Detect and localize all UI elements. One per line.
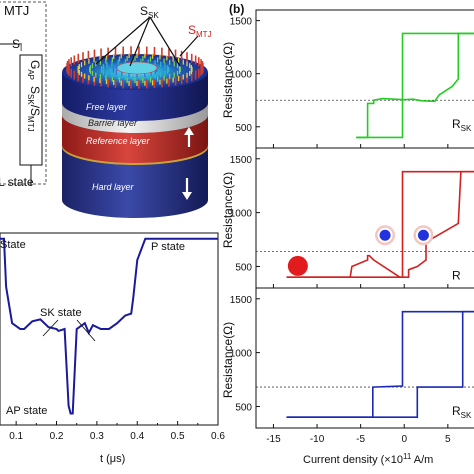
current-x-tick-label: -5 xyxy=(356,434,365,445)
hard-layer-label: Hard layer xyxy=(92,182,135,192)
skyrmion-marker-core xyxy=(417,229,429,241)
time-x-tick-label: 0.2 xyxy=(50,431,64,442)
skyrmion-branch-y-tick-label: 1500 xyxy=(230,17,253,28)
current-x-tick-label: 5 xyxy=(445,434,451,445)
skyrmion-branch-y-tick-label: 500 xyxy=(235,123,252,134)
time-x-tick-label: 0.6 xyxy=(211,431,225,442)
mtj-branch-r-label: R xyxy=(452,268,461,282)
time-plot-frame xyxy=(0,232,219,426)
svg-text:GAPSSK/SMTJ: GAPSSK/SMTJ xyxy=(26,60,42,132)
hard-layer-body xyxy=(62,147,208,218)
mtj-stack-illustration: SSK SMTJ Free layer Barrier layer Refere… xyxy=(62,4,212,218)
time-trace-chart: 0.1 0.2 0.3 0.4 0.5 0.6 State P state SK stat… xyxy=(0,232,225,465)
pointer-line xyxy=(129,16,151,67)
pointer-line xyxy=(95,16,151,65)
sk-mtj-branch-frame xyxy=(255,287,474,429)
sk-mtj-branch-series-0 xyxy=(286,310,474,418)
sk-state-label: SK state xyxy=(40,307,82,319)
time-x-tick-label: 0.1 xyxy=(9,431,23,442)
hard-arrow-icon xyxy=(182,178,192,200)
reference-arrow-icon xyxy=(184,127,194,147)
sk-mtj-branch-y-tick-label: 1500 xyxy=(230,295,253,306)
mtj-branch-y-tick-label: 1500 xyxy=(230,155,253,166)
skyrmion-branch-series-0 xyxy=(356,32,474,139)
mtj-branch-chart: 500 1000 1500 R xyxy=(230,147,474,289)
s-label: SI xyxy=(12,37,22,53)
time-x-ticks: 0.1 0.2 0.3 0.4 0.5 0.6 xyxy=(9,421,225,442)
skyrmion-branch-frame xyxy=(255,9,474,149)
sk-mtj-branch-y-tick-label: 500 xyxy=(235,402,252,413)
mtj-label: MTJ xyxy=(4,3,29,18)
sk-mtj-branch-chart: 500 1000 1500 RSK -15 -10 -5 0 5 xyxy=(230,287,474,445)
sk-mtj-branch-series-1 xyxy=(286,310,474,418)
state-trace-line xyxy=(0,237,218,415)
s-sk-label: SSK xyxy=(140,4,159,20)
skyrmion-branch-series-1 xyxy=(356,32,474,139)
p-state-label: P state xyxy=(151,241,185,253)
vertical-labels: GAPSSK/SMTJ xyxy=(26,60,42,132)
time-x-tick-label: 0.4 xyxy=(130,431,144,442)
sk-pointer-line xyxy=(42,319,59,337)
skyrmion-marker-core xyxy=(379,229,391,241)
current-x-tick-label: -10 xyxy=(310,434,325,445)
mtj-branch-y-tick-label: 500 xyxy=(235,262,252,273)
pointer-line xyxy=(149,16,181,67)
skyrmion-core xyxy=(116,61,158,75)
current-x-tick-label: -15 xyxy=(266,434,281,445)
resistance-y-label-middle: Resistance(Ω) xyxy=(221,172,235,248)
mtj-branch-series-0 xyxy=(286,170,474,278)
mtj-branch-series-1 xyxy=(286,170,474,278)
free-layer-label: Free layer xyxy=(86,102,128,112)
spin-texture xyxy=(66,46,204,89)
state-label: L state xyxy=(0,175,34,189)
s-mtj-label: SMTJ xyxy=(188,23,212,39)
uniform-state-marker xyxy=(287,255,308,276)
time-x-axis-label: t (μs) xyxy=(100,453,125,465)
circuit-diagram: MTJ SI GAPSSK/SMTJ L state xyxy=(0,1,47,189)
state-title: State xyxy=(0,239,26,251)
sk-mtj-branch-r-label: RSK xyxy=(452,404,472,420)
skyrmion-branch-chart: 500 1000 1500 RSK xyxy=(230,9,474,149)
skyrmion-branch-r-label: RSK xyxy=(452,117,472,133)
current-x-tick-label: 0 xyxy=(401,434,407,445)
ap-state-label: AP state xyxy=(6,405,47,417)
mtj-branch-y-tick-label: 1000 xyxy=(230,209,253,220)
resistance-y-label-top: Resistance(Ω) xyxy=(221,42,235,118)
sk-pointer-line xyxy=(76,319,96,342)
pointer-line xyxy=(179,35,199,57)
time-x-tick-label: 0.5 xyxy=(171,431,185,442)
reference-layer-label: Reference layer xyxy=(86,136,151,146)
resistance-charts: 500 1000 1500 RSK 500 1000 1500 R 500 1000 1500 RSK… xyxy=(230,9,474,445)
time-x-tick-label: 0.3 xyxy=(90,431,104,442)
resistance-y-label-bottom: Resistance(Ω) xyxy=(221,322,235,398)
barrier-layer-label: Barrier layer xyxy=(88,118,138,128)
sk-mtj-branch-y-tick-label: 1000 xyxy=(230,349,253,360)
current-density-x-label: Current density (×1011 A/m xyxy=(303,452,433,466)
panel-b-label: (b) xyxy=(229,2,244,16)
skyrmion-branch-y-tick-label: 1000 xyxy=(230,70,253,81)
